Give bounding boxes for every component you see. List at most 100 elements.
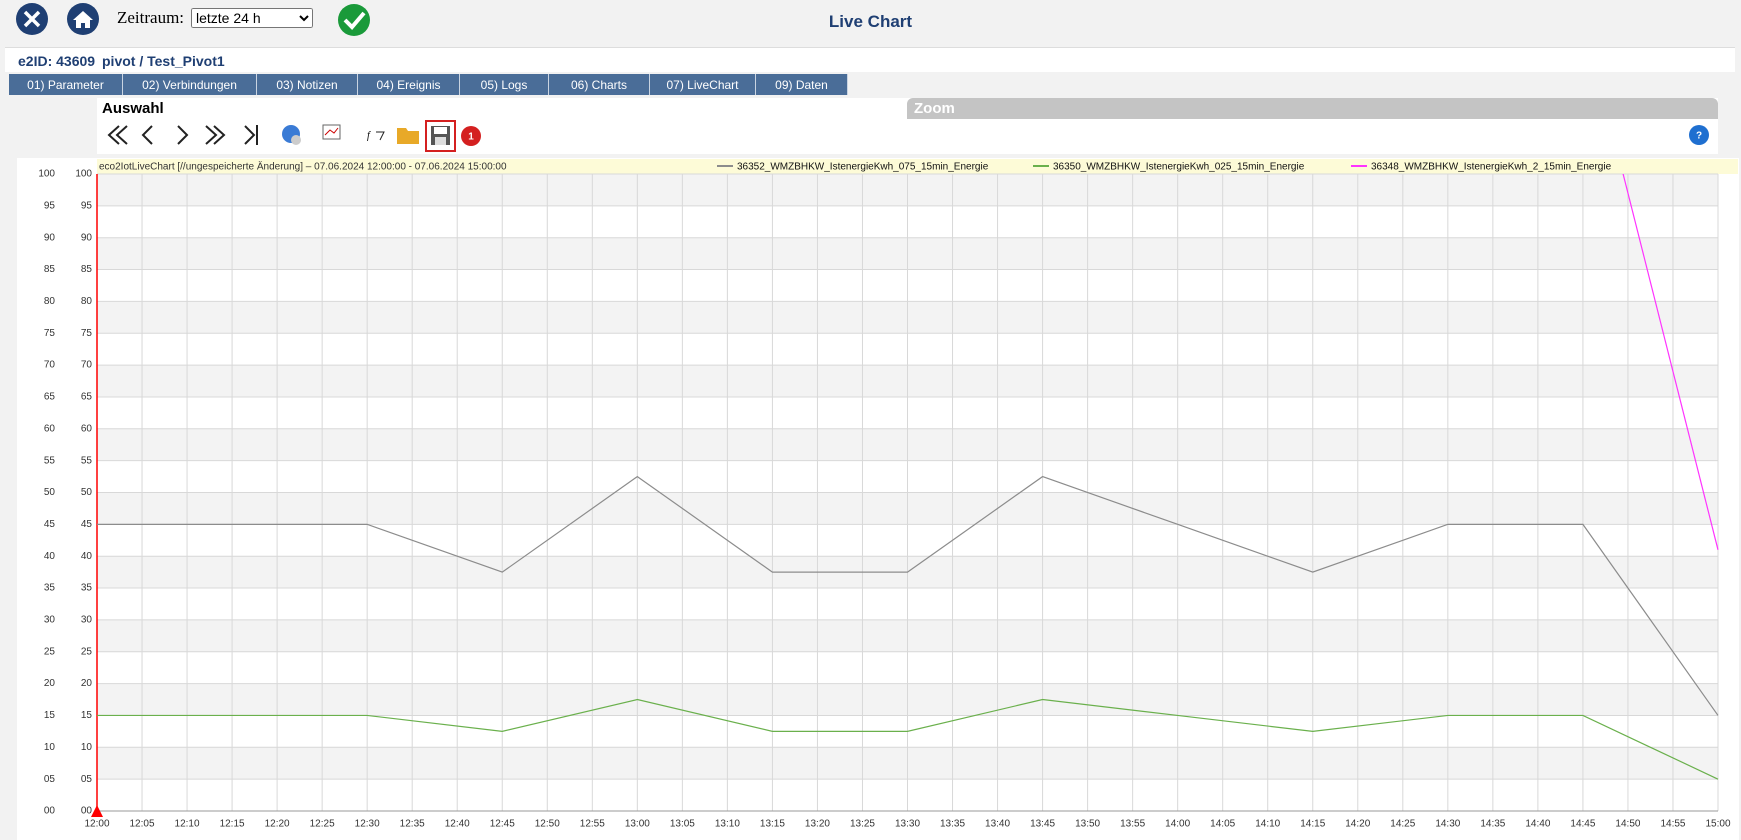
selection-tab[interactable]: Auswahl [97,98,907,119]
help-glyph: ? [1696,131,1702,142]
y-tick-label: 50 [81,487,93,498]
x-tick-label: 12:25 [310,819,335,830]
tab[interactable]: 05) Logs [460,74,549,95]
tab[interactable]: 09) Daten [756,74,848,95]
y-tick-label: 90 [81,232,93,243]
y-tick-label: 45 [81,519,93,530]
x-tick-label: 13:40 [985,819,1010,830]
legend-label: 36348_WMZBHKW_IstenergieKwh_2_15min_Ener… [1371,162,1612,173]
x-tick-label: 12:55 [580,819,605,830]
help-button[interactable] [1689,125,1709,145]
object-row: e2ID: 43609 pivot / Test_Pivot1 [5,47,1735,72]
y-tick-label: 15 [44,710,56,721]
y-tick-label: 40 [81,551,93,562]
y-tick-label: 25 [44,646,56,657]
tab[interactable]: 07) LiveChart [650,74,756,95]
x-tick-label: 12:10 [175,819,200,830]
x-tick-label: 15:00 [1705,819,1730,830]
x-tick-label: 12:05 [130,819,155,830]
period-select[interactable]: letzte 24 h [191,8,313,28]
y-tick-label: 00 [44,806,56,817]
x-tick-label: 12:45 [490,819,515,830]
y-tick-label: 100 [75,169,92,180]
y-tick-label: 90 [44,232,56,243]
object-id: e2ID: 43609 [18,53,96,69]
chart-button[interactable] [322,124,341,140]
x-tick-label: 14:35 [1480,819,1505,830]
toolbar: f 1 ? [107,120,1709,152]
y-tick-label: 70 [81,360,93,371]
first-button[interactable] [107,125,128,145]
close-button[interactable] [16,3,48,35]
confirm-button[interactable] [338,4,370,36]
tab-bar: 01) Parameter 02) Verbindungen 03) Notizen… [9,74,848,95]
page-title: Live Chart [828,12,913,31]
y-tick-label: 70 [44,360,56,371]
open-button[interactable] [397,128,419,144]
y-tick-label: 80 [81,296,93,307]
chart-title: eco2IotLiveChart [//ungespeicherte Änder… [99,161,507,173]
tab[interactable]: 03) Notizen [257,74,358,95]
zoom-tab[interactable]: Zoom [907,98,1718,119]
prev-button[interactable] [141,125,153,145]
y-tick-label: 75 [81,328,93,339]
cursor-marker [91,805,103,817]
x-tick-label: 14:00 [1165,819,1190,830]
y-tick-label: 20 [44,678,56,689]
x-tick-label: 14:20 [1345,819,1370,830]
y-tick-label: 55 [44,455,56,466]
x-tick-label: 13:45 [1030,819,1055,830]
y-tick-label: 10 [81,742,93,753]
y-tick-label: 20 [81,678,93,689]
x-tick-label: 12:15 [220,819,245,830]
x-tick-label: 14:25 [1390,819,1415,830]
y-tick-label: 30 [81,615,93,626]
x-tick-label: 13:00 [625,819,650,830]
badge-count: 1 [468,132,474,143]
web-button[interactable] [282,125,301,145]
y-tick-label: 35 [44,583,56,594]
legend-label: 36350_WMZBHKW_IstenergieKwh_025_15min_En… [1053,162,1305,173]
x-tick-label: 14:10 [1255,819,1280,830]
y-tick-label: 60 [81,423,93,434]
tab[interactable]: 02) Verbindungen [123,74,257,95]
y-tick-label: 25 [81,646,93,657]
home-button[interactable] [67,3,99,35]
fast-forward-button[interactable] [205,125,226,145]
tab[interactable]: 06) Charts [549,74,650,95]
y-tick-label: 15 [81,710,93,721]
x-tick-label: 13:20 [805,819,830,830]
y-tick-label: 45 [44,519,56,530]
save-button[interactable] [431,126,450,145]
last-button[interactable] [244,125,258,145]
formula-button[interactable]: f [367,130,371,141]
series-line [97,475,1719,716]
save-highlight [425,120,456,152]
y-tick-label: 95 [81,200,93,211]
formula-icon [376,131,385,141]
y-tick-label: 85 [44,264,56,275]
tab[interactable]: 04) Ereignis [358,74,460,95]
y-tick-label: 10 [44,742,56,753]
series-line [1622,174,1719,550]
x-tick-label: 13:50 [1075,819,1100,830]
y-tick-label: 00 [81,806,93,817]
y-tick-label: 95 [44,200,56,211]
object-name: pivot / Test_Pivot1 [102,53,225,69]
next-button[interactable] [177,125,189,145]
x-tick-label: 13:05 [670,819,695,830]
x-tick-label: 12:20 [265,819,290,830]
y-tick-label: 30 [44,615,56,626]
y-tick-label: 05 [44,774,56,785]
x-tick-label: 12:00 [84,819,109,830]
x-tick-label: 13:25 [850,819,875,830]
y-tick-label: 100 [38,169,55,180]
y-tick-label: 80 [44,296,56,307]
y-tick-label: 85 [81,264,93,275]
tab[interactable]: 01) Parameter [9,74,123,95]
x-tick-label: 14:05 [1210,819,1235,830]
x-tick-label: 13:35 [940,819,965,830]
badge [461,126,481,146]
y-tick-label: 65 [81,392,93,403]
